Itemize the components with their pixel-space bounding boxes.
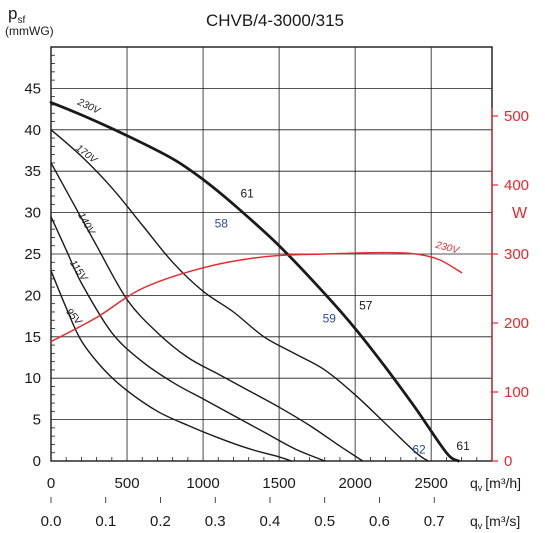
x-tick-label-m3s: 0.6 [369, 513, 390, 530]
x-tick-label-m3s: 0.2 [150, 513, 171, 530]
y-axis-label-main: p [8, 4, 17, 23]
y-tick-label: 5 [33, 412, 41, 429]
curve-label: 115V [67, 258, 90, 284]
x-axis-label-m3s-sub: v [478, 521, 483, 531]
power-tick-label: 500 [504, 108, 529, 125]
efficiency-label: 57 [359, 298, 373, 312]
x-tick-label-m3h: 1000 [186, 475, 219, 492]
x-tick-label-m3h: 2500 [414, 475, 447, 492]
y-axis-label-sub: sf [17, 15, 25, 26]
x-tick-label-m3h: 500 [115, 475, 140, 492]
x-tick-label-m3s: 0.5 [314, 513, 335, 530]
y-tick-label: 45 [24, 80, 41, 97]
efficiency-label: 61 [456, 439, 470, 453]
y-tick-label: 15 [24, 329, 41, 346]
efficiency-label: 62 [412, 442, 426, 456]
y-tick-label: 20 [24, 287, 41, 304]
power-tick-label: 100 [504, 384, 529, 401]
power-tick-label: 200 [504, 315, 529, 332]
y-tick-label: 0 [33, 453, 41, 470]
power-tick-label: 300 [504, 246, 529, 263]
x-axis-label-m3h-q: q [470, 475, 478, 491]
efficiency-label: 59 [323, 312, 337, 326]
efficiency-label: 58 [215, 216, 229, 230]
x-tick-label-m3h: 0 [47, 475, 55, 492]
y-axis-label: psf [8, 4, 25, 26]
series-line-170v-pressure [50, 129, 429, 462]
x-tick-label-m3s: 0.7 [424, 513, 445, 530]
curve-label: 95V [63, 307, 84, 329]
series-line-230v-power [50, 251, 463, 343]
y-tick-label: 25 [24, 246, 41, 263]
x-axis-label-m3h: qv [m³/h] [470, 475, 521, 493]
y-tick-label: 35 [24, 163, 41, 180]
x-axis-label-m3h-sub: v [478, 483, 483, 493]
efficiency-label: 61 [240, 187, 254, 201]
x-axis-label-m3s-q: q [470, 513, 478, 529]
curve-label: 140V [75, 211, 97, 238]
y-tick-label: 30 [24, 205, 41, 222]
grid [50, 46, 493, 462]
power-axis-label: W [512, 205, 528, 222]
chart-title: CHVB/4-3000/315 [206, 11, 344, 30]
series-line-115v-pressure [50, 216, 326, 462]
y-tick-label: 40 [24, 122, 41, 139]
series-line-95v-pressure [50, 269, 292, 462]
x-tick-label-m3h: 2000 [338, 475, 371, 492]
x-tick-label-m3s: 0.4 [260, 513, 281, 530]
x-axis-label-m3s-unit: [m³/s] [485, 513, 520, 529]
power-tick-label: 400 [504, 177, 529, 194]
x-tick-label-m3s: 0.3 [205, 513, 226, 530]
x-axis-label-m3s: qv [m³/s] [470, 513, 520, 531]
x-axis-label-m3h-unit: [m³/h] [485, 475, 521, 491]
x-tick-label-m3h: 1500 [262, 475, 295, 492]
y-tick-label: 10 [24, 370, 41, 387]
x-tick-label-m3s: 0.0 [41, 513, 62, 530]
y-axis-unit: (mmWG) [5, 24, 54, 38]
series-group [49, 101, 463, 463]
series-line-230v-pressure [49, 101, 460, 463]
x-tick-label-m3s: 0.1 [95, 513, 116, 530]
curve-label: 170V [73, 143, 99, 167]
series-line-140v-pressure [50, 162, 364, 462]
power-tick-label: 0 [504, 453, 512, 470]
